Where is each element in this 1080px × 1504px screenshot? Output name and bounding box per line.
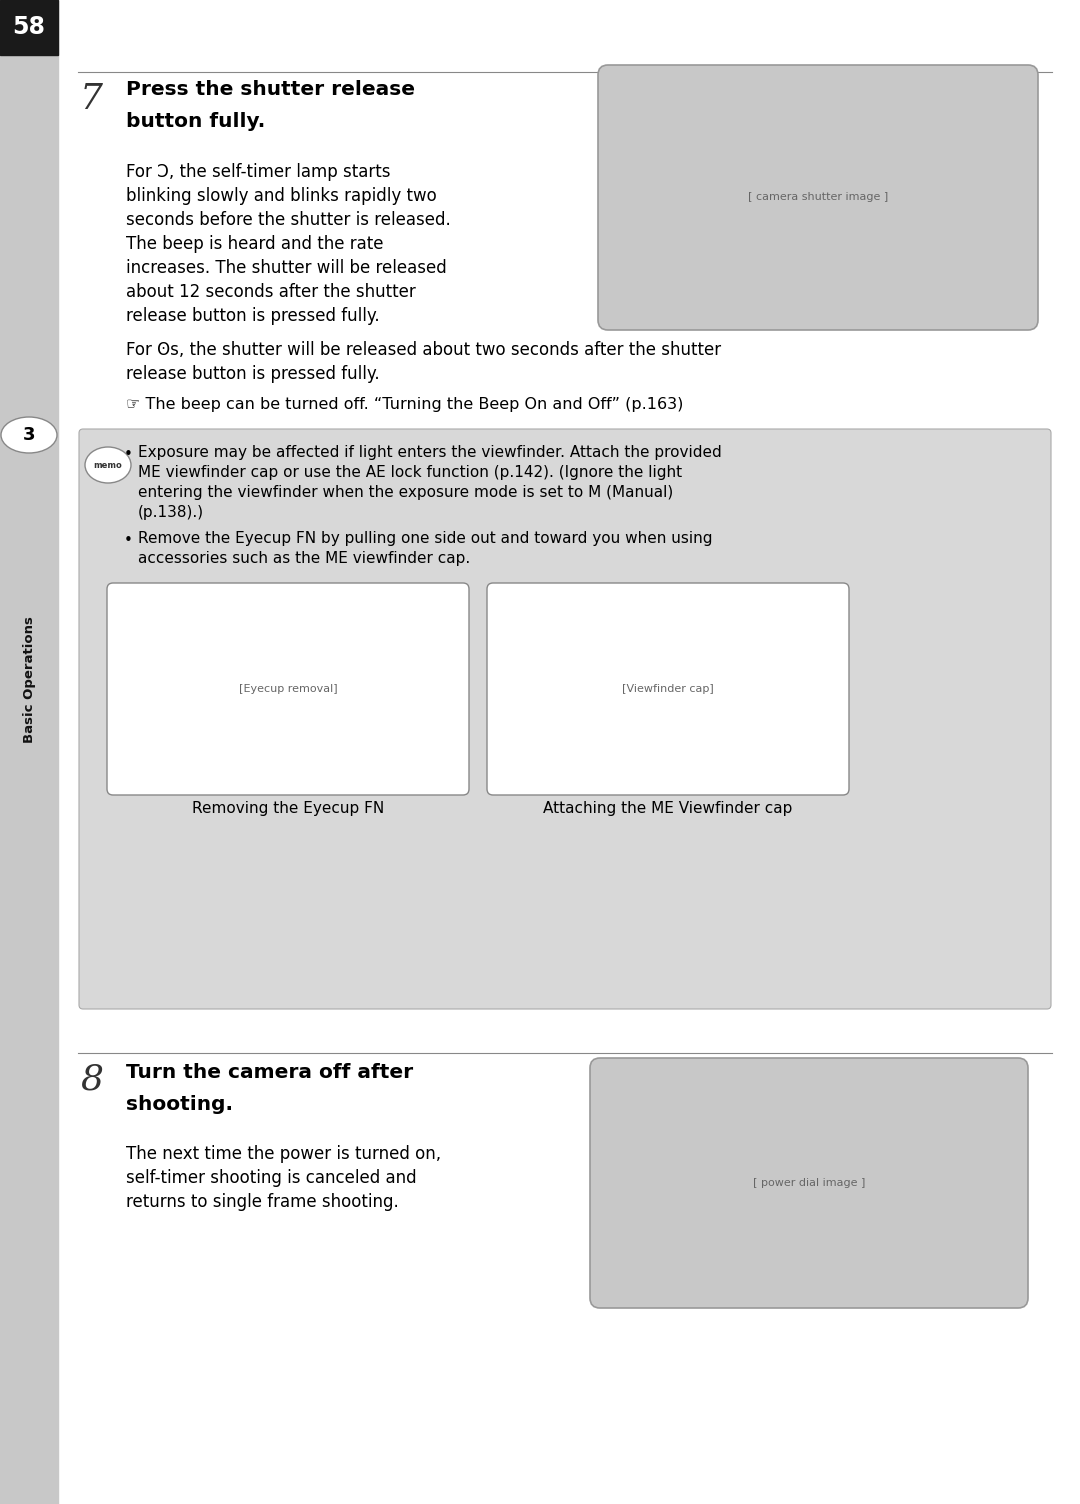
Text: Removing the Eyecup FN: Removing the Eyecup FN bbox=[192, 802, 384, 817]
FancyBboxPatch shape bbox=[79, 429, 1051, 1009]
Text: Attaching the ME Viewfinder cap: Attaching the ME Viewfinder cap bbox=[543, 802, 793, 817]
Text: The beep is heard and the rate: The beep is heard and the rate bbox=[126, 235, 383, 253]
FancyBboxPatch shape bbox=[487, 584, 849, 796]
Ellipse shape bbox=[85, 447, 131, 483]
Text: ME viewfinder cap or use the AE lock function (p.142). (Ignore the light: ME viewfinder cap or use the AE lock fun… bbox=[138, 465, 683, 480]
Text: shooting.: shooting. bbox=[126, 1095, 233, 1114]
Text: Basic Operations: Basic Operations bbox=[23, 617, 36, 743]
Text: Press the shutter release: Press the shutter release bbox=[126, 80, 415, 99]
Text: For ʘs, the shutter will be released about two seconds after the shutter: For ʘs, the shutter will be released abo… bbox=[126, 341, 721, 359]
Text: Exposure may be affected if light enters the viewfinder. Attach the provided: Exposure may be affected if light enters… bbox=[138, 445, 721, 460]
Text: ☞ The beep can be turned off. “Turning the Beep On and Off” (p.163): ☞ The beep can be turned off. “Turning t… bbox=[126, 397, 684, 412]
Text: blinking slowly and blinks rapidly two: blinking slowly and blinks rapidly two bbox=[126, 186, 436, 205]
FancyBboxPatch shape bbox=[598, 65, 1038, 329]
Text: increases. The shutter will be released: increases. The shutter will be released bbox=[126, 259, 447, 277]
Text: button fully.: button fully. bbox=[126, 111, 266, 131]
Text: 3: 3 bbox=[23, 426, 36, 444]
Text: self-timer shooting is canceled and: self-timer shooting is canceled and bbox=[126, 1169, 417, 1187]
Ellipse shape bbox=[1, 417, 57, 453]
Text: (p.138).): (p.138).) bbox=[138, 505, 204, 520]
Text: 8: 8 bbox=[80, 1063, 103, 1096]
Text: release button is pressed fully.: release button is pressed fully. bbox=[126, 365, 380, 384]
Text: 58: 58 bbox=[13, 15, 45, 39]
Text: [ power dial image ]: [ power dial image ] bbox=[753, 1178, 865, 1188]
Text: For Ɔ, the self-timer lamp starts: For Ɔ, the self-timer lamp starts bbox=[126, 162, 391, 180]
FancyBboxPatch shape bbox=[107, 584, 469, 796]
Bar bbox=[0, 0, 58, 56]
FancyBboxPatch shape bbox=[590, 1057, 1028, 1308]
Text: 7: 7 bbox=[80, 83, 103, 116]
Text: memo: memo bbox=[94, 460, 122, 469]
Text: •: • bbox=[124, 447, 133, 462]
Text: entering the viewfinder when the exposure mode is set to M (Manual): entering the viewfinder when the exposur… bbox=[138, 484, 673, 499]
Text: Remove the Eyecup FN by pulling one side out and toward you when using: Remove the Eyecup FN by pulling one side… bbox=[138, 531, 713, 546]
Text: •: • bbox=[124, 532, 133, 547]
Text: The next time the power is turned on,: The next time the power is turned on, bbox=[126, 1145, 441, 1163]
Text: seconds before the shutter is released.: seconds before the shutter is released. bbox=[126, 211, 450, 229]
Text: Turn the camera off after: Turn the camera off after bbox=[126, 1063, 414, 1081]
Text: returns to single frame shooting.: returns to single frame shooting. bbox=[126, 1193, 399, 1211]
Text: release button is pressed fully.: release button is pressed fully. bbox=[126, 307, 380, 325]
Text: [ camera shutter image ]: [ camera shutter image ] bbox=[747, 193, 888, 203]
Text: [Eyecup removal]: [Eyecup removal] bbox=[239, 684, 337, 693]
Text: accessories such as the ME viewfinder cap.: accessories such as the ME viewfinder ca… bbox=[138, 550, 470, 566]
Bar bbox=[0, 0, 58, 1504]
Text: about 12 seconds after the shutter: about 12 seconds after the shutter bbox=[126, 283, 416, 301]
Text: [Viewfinder cap]: [Viewfinder cap] bbox=[622, 684, 714, 693]
